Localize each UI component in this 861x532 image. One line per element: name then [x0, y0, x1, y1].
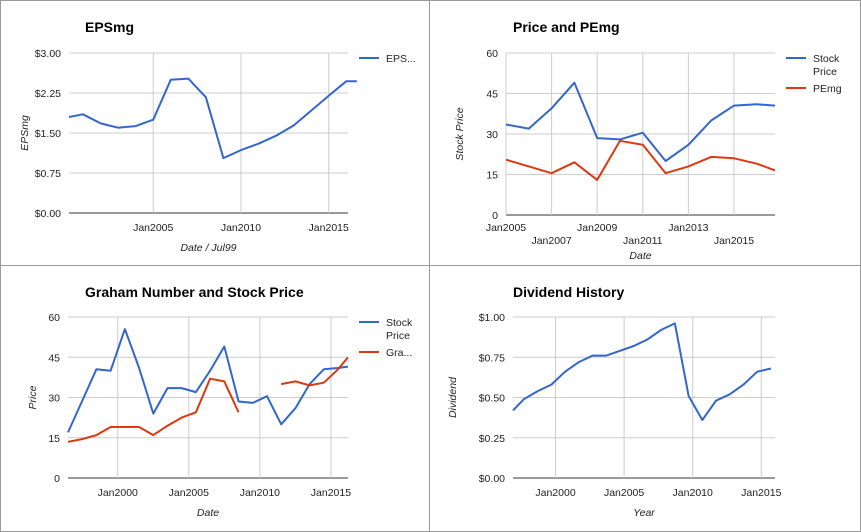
legend-label-1: EPS...: [386, 53, 416, 65]
series-line-1: [68, 77, 357, 160]
series-line-2: [67, 377, 240, 443]
y-tick-label: $2.25: [35, 88, 61, 100]
x-tick-label: Jan2011: [623, 235, 663, 247]
chart-title: Dividend History: [513, 284, 624, 300]
x-tick-label: Jan2010: [221, 222, 261, 234]
y-tick-label: $0.75: [35, 168, 61, 180]
y-tick-label: 15: [48, 433, 60, 445]
dividend-chart-panel: Dividend History $0.00 $0.25 $0.50 $0.75 $1.0…: [429, 265, 861, 532]
x-axis-label: Date / Jul99: [180, 242, 236, 254]
chart-title: Graham Number and Stock Price: [85, 284, 304, 300]
price-pe-chart: Price and PEmg 0 15 30 45 60 Jan2005 Jan2007 Jan…: [454, 19, 842, 262]
x-tick-label: Jan2009: [577, 222, 617, 234]
y-tick-label: 30: [486, 129, 498, 141]
x-tick-label: Jan2010: [240, 487, 280, 499]
y-axis-label: EPSmg: [19, 115, 31, 151]
graham-chart-panel: Graham Number and Stock Price 0 15 30 45 60 Ja…: [0, 265, 430, 532]
x-tick-label: Jan2005: [486, 222, 526, 234]
x-tick-label: Jan2013: [668, 222, 708, 234]
y-axis-label: Dividend: [447, 376, 459, 418]
y-tick-label: $0.00: [35, 208, 61, 220]
y-tick-label: 15: [486, 170, 498, 182]
x-tick-label: Jan2005: [604, 487, 644, 499]
x-tick-label: Jan2005: [133, 222, 173, 234]
y-tick-label: $1.00: [479, 312, 505, 324]
y-tick-label: $0.75: [479, 352, 505, 364]
series-line-1: [512, 322, 772, 421]
chart-title: Price and PEmg: [513, 19, 620, 35]
x-axis-label: Date: [629, 250, 651, 262]
y-tick-label: $0.50: [479, 393, 505, 405]
y-tick-label: 60: [48, 312, 60, 324]
y-tick-label: $1.50: [35, 128, 61, 140]
chart-title: EPSmg: [85, 19, 134, 35]
legend-label-2: Gra...: [386, 347, 412, 359]
series-line-2: [281, 356, 349, 387]
y-tick-label: $0.00: [479, 473, 505, 485]
graham-chart: Graham Number and Stock Price 0 15 30 45 60 Ja…: [27, 284, 413, 519]
eps-chart: EPSmg $0.00 $0.75 $1.50 $2.25 $3.00 Jan2005 Jan…: [19, 19, 416, 254]
x-tick-label: Jan2000: [98, 487, 138, 499]
y-tick-label: $3.00: [35, 48, 61, 60]
y-tick-label: $0.25: [479, 433, 505, 445]
dividend-chart: Dividend History $0.00 $0.25 $0.50 $0.75 $1.0…: [447, 284, 782, 519]
y-axis-label: Stock Price: [454, 107, 466, 160]
series-line-2: [505, 139, 776, 181]
y-tick-label: 0: [492, 210, 498, 222]
legend-label-1: Stock Price: [813, 53, 840, 78]
y-tick-label: 0: [54, 473, 60, 485]
y-tick-label: 45: [486, 89, 498, 101]
y-axis-label: Price: [27, 385, 39, 409]
legend-label-1: Stock Price: [386, 317, 413, 342]
eps-chart-panel: EPSmg $0.00 $0.75 $1.50 $2.25 $3.00 Jan2005 Jan…: [0, 0, 430, 266]
x-tick-label: Jan2015: [741, 487, 781, 499]
x-tick-label: Jan2007: [531, 235, 571, 247]
series-line-1: [67, 328, 349, 433]
y-tick-label: 60: [486, 48, 498, 60]
x-tick-label: Jan2015: [714, 235, 754, 247]
legend-label-2: PEmg: [813, 83, 842, 95]
price-pe-chart-panel: Price and PEmg 0 15 30 45 60 Jan2005 Jan2007 Jan…: [429, 0, 861, 266]
x-tick-label: Jan2000: [535, 487, 575, 499]
y-tick-label: 30: [48, 393, 60, 405]
x-tick-label: Jan2015: [311, 487, 351, 499]
series-line-1: [505, 81, 776, 162]
x-tick-label: Jan2010: [673, 487, 713, 499]
x-axis-label: Year: [633, 507, 655, 519]
x-tick-label: Jan2005: [169, 487, 209, 499]
y-tick-label: 45: [48, 352, 60, 364]
x-tick-label: Jan2015: [309, 222, 349, 234]
x-axis-label: Date: [197, 507, 219, 519]
